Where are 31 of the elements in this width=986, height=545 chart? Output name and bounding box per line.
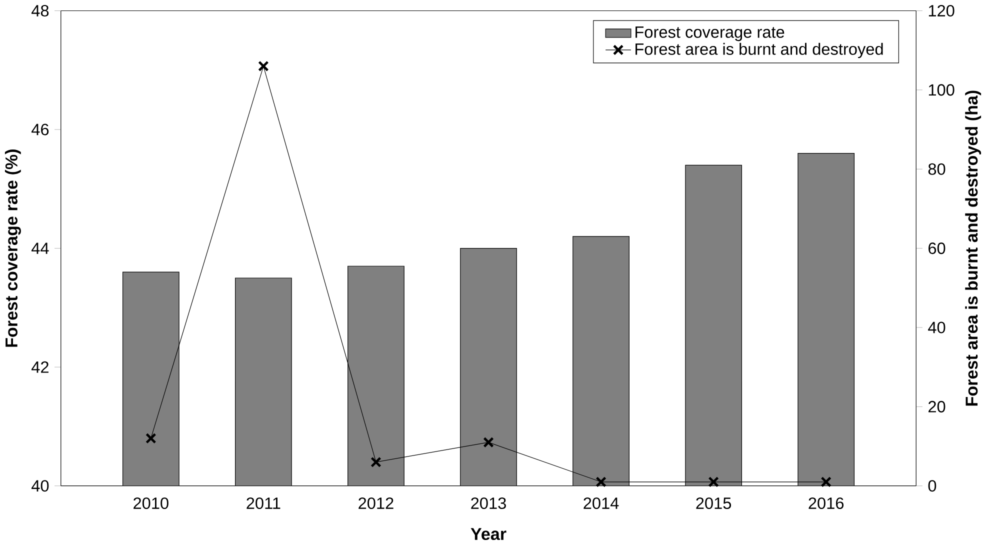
y2-tick-label: 0 <box>928 480 936 492</box>
point <box>820 476 832 488</box>
y-tick-label: 40 <box>32 480 49 492</box>
point <box>258 60 269 72</box>
y2-tick-label: 20 <box>928 400 946 412</box>
x-tick-label: 2014 <box>584 497 619 510</box>
y2-tick-label: 40 <box>928 322 946 334</box>
y-tick-label: 46 <box>32 124 49 136</box>
y-tick-label: 44 <box>32 242 49 254</box>
x-tick-label: 2013 <box>471 497 506 510</box>
x-tick-label: 2010 <box>134 497 168 510</box>
y2-tick-label: 120 <box>928 4 954 17</box>
point <box>596 476 606 488</box>
y-tick-label: 48 <box>32 4 49 17</box>
x-axis-title: Year <box>470 528 506 540</box>
y2-tick-label: 100 <box>928 84 954 96</box>
x-tick-label: 2016 <box>808 497 844 510</box>
y2-tick-label: 60 <box>928 242 946 254</box>
y-tick-label: 42 <box>32 361 48 373</box>
point <box>146 432 156 444</box>
legend-label: Forest coverage rate <box>636 26 784 42</box>
x-tick-label: 2012 <box>358 497 394 510</box>
y2-axis-title: Forest area is burnt and destroyed (ha) <box>965 90 982 406</box>
legend-label: Forest area is burnt and destroyed <box>636 42 883 58</box>
point <box>708 476 719 488</box>
point <box>370 456 382 468</box>
x-tick-label: 2015 <box>696 497 732 510</box>
y2-tick-label: 80 <box>928 163 946 175</box>
x-tick-label: 2011 <box>246 497 280 510</box>
y-axis-title: Forest coverage rate (%) <box>4 150 21 347</box>
point <box>483 436 494 448</box>
